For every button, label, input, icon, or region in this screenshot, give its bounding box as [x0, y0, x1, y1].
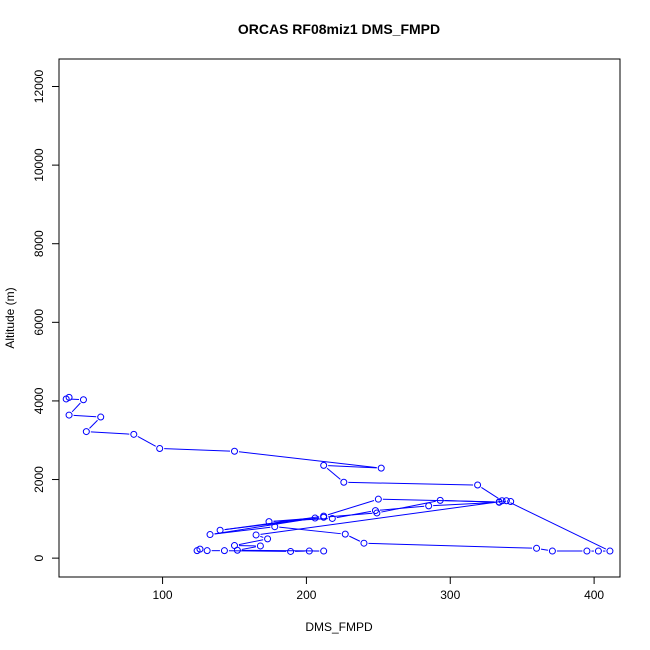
data-point	[62, 395, 70, 403]
data-point	[594, 547, 602, 555]
series-segment	[73, 414, 97, 418]
series-segment	[327, 500, 375, 516]
series-segment	[214, 518, 311, 535]
data-point	[320, 513, 328, 521]
data-point	[495, 498, 503, 506]
chart-title: ORCAS RF08miz1 DMS_FMPD	[238, 21, 440, 37]
data-point	[233, 546, 241, 554]
y-tick-label: 12000	[32, 70, 46, 104]
series-segment	[164, 448, 231, 452]
series-segment	[540, 548, 549, 551]
series-segment	[433, 502, 495, 507]
x-axis: 100 200 300 400	[153, 576, 604, 602]
series-segment	[444, 500, 495, 503]
series-segment	[279, 526, 341, 535]
x-tick-label: 200	[296, 588, 316, 602]
data-point	[425, 502, 433, 510]
data-point	[79, 396, 87, 404]
series-segment	[348, 481, 474, 486]
x-tick-label: 100	[153, 588, 173, 602]
series-segment	[137, 436, 156, 447]
data-point	[65, 411, 73, 419]
data-point	[216, 526, 224, 534]
data-point	[264, 535, 272, 543]
data-point	[328, 514, 336, 522]
series-segment	[71, 402, 81, 413]
series-segment	[328, 465, 377, 469]
data-point	[320, 547, 328, 555]
series-segment	[326, 467, 341, 480]
data-point	[220, 547, 228, 555]
y-tick-label: 2000	[32, 466, 46, 493]
data-point	[474, 481, 482, 489]
data-point	[203, 547, 211, 555]
data-point	[507, 498, 515, 506]
series-segment	[238, 539, 264, 546]
data-point	[374, 495, 382, 503]
data-point	[305, 547, 313, 555]
data-point	[193, 547, 201, 555]
data-point	[130, 430, 138, 438]
series-line	[70, 398, 607, 552]
series-segment	[510, 502, 607, 550]
data-point	[287, 547, 295, 555]
series-segment	[481, 487, 499, 499]
data-point	[230, 447, 238, 455]
series-segment	[90, 431, 130, 435]
x-tick-label: 400	[584, 588, 604, 602]
plot-frame	[58, 58, 621, 578]
y-tick-label: 4000	[32, 387, 46, 414]
data-point	[97, 413, 105, 421]
series-segment	[260, 535, 264, 538]
data-point	[606, 547, 614, 555]
y-axis-label: Altitude (m)	[3, 287, 17, 348]
data-point	[156, 444, 164, 452]
data-point	[252, 531, 260, 539]
data-point	[502, 497, 510, 505]
data-point	[206, 531, 214, 539]
y-tick-label: 10000	[32, 148, 46, 182]
y-tick-label: 6000	[32, 309, 46, 336]
series-segment	[379, 505, 425, 511]
data-point	[436, 496, 444, 504]
series-segment	[260, 500, 502, 535]
data-point	[265, 518, 273, 526]
series-segment	[89, 419, 98, 429]
data-point	[320, 461, 328, 469]
data-point	[371, 507, 379, 515]
series-segment	[214, 526, 271, 535]
series-segment	[238, 451, 377, 469]
data-point	[360, 539, 368, 547]
y-axis: 0 2000 4000 6000 8000 10000 12000	[32, 70, 60, 561]
series-points	[62, 393, 614, 555]
x-tick-label: 300	[440, 588, 460, 602]
data-point	[340, 478, 348, 486]
data-point	[256, 542, 264, 550]
y-tick-label: 8000	[32, 230, 46, 257]
y-tick-label: 0	[32, 554, 46, 561]
series-segment	[273, 517, 311, 522]
series-segment	[336, 510, 372, 519]
data-point	[311, 514, 319, 522]
data-point	[341, 530, 349, 538]
data-point	[82, 428, 90, 436]
data-point	[583, 547, 591, 555]
data-point	[377, 464, 385, 472]
series-segment	[241, 546, 257, 550]
series-segment	[368, 542, 533, 549]
data-point	[271, 523, 279, 531]
data-point	[548, 547, 556, 555]
series-segment	[228, 550, 287, 552]
x-axis-label: DMS_FMPD	[305, 620, 373, 634]
data-point	[533, 544, 541, 552]
series-segment	[349, 535, 361, 542]
